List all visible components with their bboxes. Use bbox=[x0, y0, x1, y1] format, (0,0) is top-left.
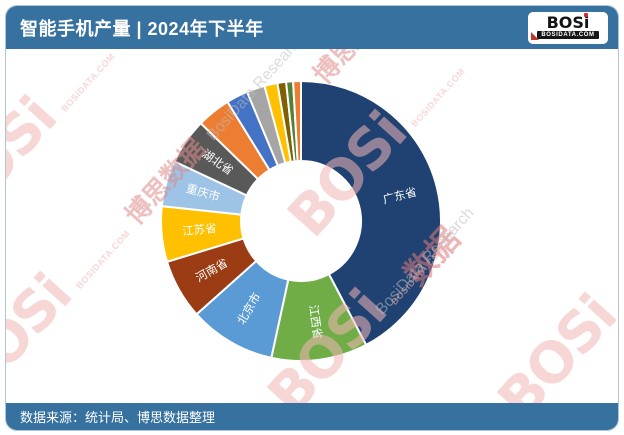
bosi-logo: BOSi BOSIDATA.COM bbox=[528, 11, 608, 44]
slice-label-江苏省: 江苏省 bbox=[182, 222, 218, 238]
watermark-domain: BOSIDATA.COM bbox=[74, 228, 132, 291]
page-title: 智能手机产量 | 2024年下半年 bbox=[20, 18, 264, 39]
watermark-domain: BOSIDATA.COM bbox=[59, 51, 117, 114]
source-bar: 数据来源：统计局、博思数据整理 bbox=[6, 403, 618, 430]
bosi-logo-domain: BOSIDATA.COM bbox=[537, 31, 599, 39]
donut-slice-广东省 bbox=[300, 80, 442, 346]
report-card: BOSi BOSIDATA.COM BOSi BOSIDATA.COM 博思数据… bbox=[5, 5, 619, 431]
watermark-group: BOSi BOSIDATA.COM bbox=[486, 224, 618, 430]
source-text: 数据来源：统计局、博思数据整理 bbox=[20, 410, 216, 425]
bosi-logo-flag-icon bbox=[531, 31, 539, 40]
watermark-brand: BOSi bbox=[5, 85, 69, 235]
donut-slice bbox=[292, 79, 302, 163]
watermark-brand: BOSi bbox=[5, 262, 84, 412]
header-bar: 智能手机产量 | 2024年下半年 BOSi BOSIDATA.COM bbox=[6, 6, 618, 49]
slice-label-江西省: 江西省 bbox=[306, 304, 324, 340]
watermark-group: BOSi BOSIDATA.COM bbox=[5, 26, 123, 235]
bosi-logo-text: BOSi bbox=[546, 13, 590, 32]
